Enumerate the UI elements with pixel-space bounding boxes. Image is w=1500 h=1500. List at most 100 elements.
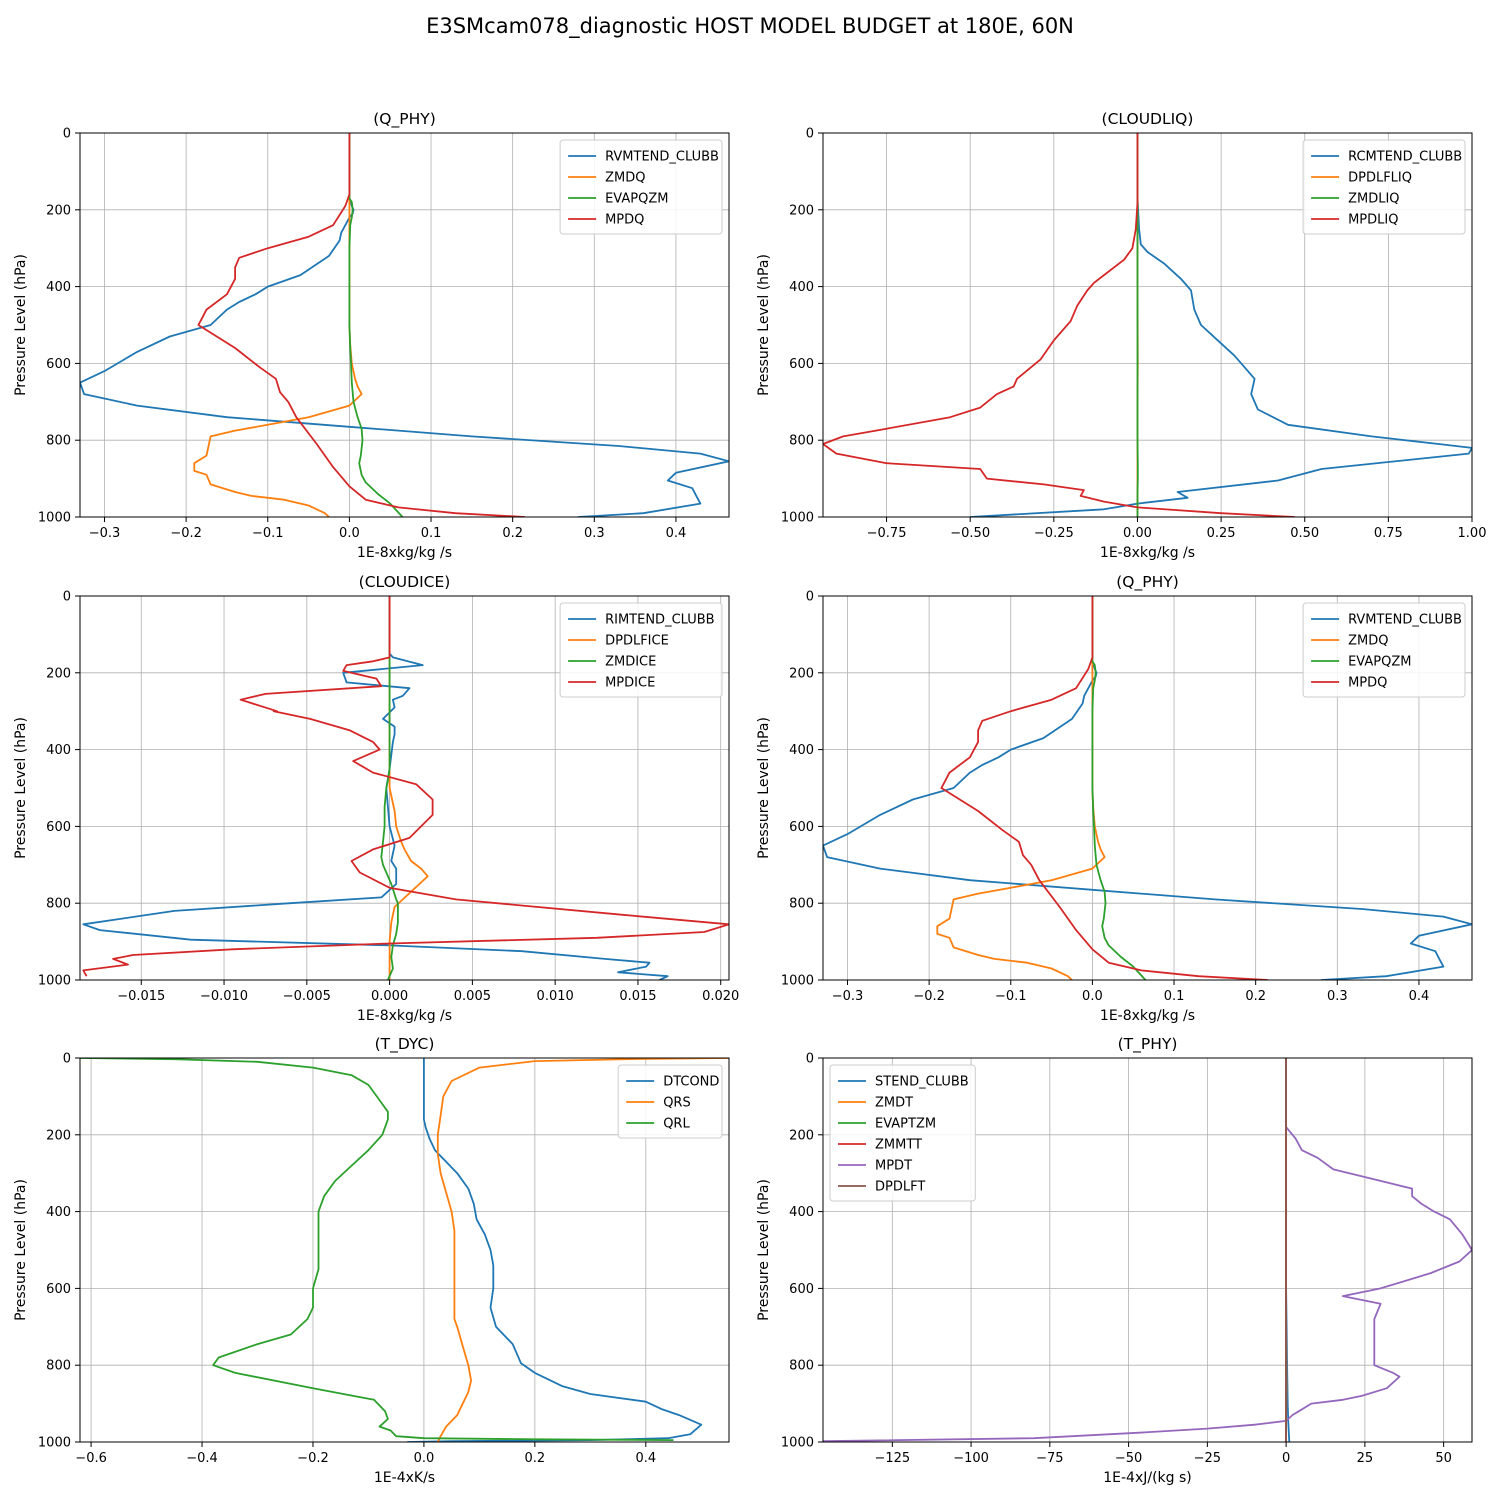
- x-tick-label: 0.015: [619, 989, 656, 1004]
- x-tick-label: −0.015: [117, 989, 165, 1004]
- legend-label: EVAPQZM: [605, 192, 668, 207]
- legend: RCMTEND_CLUBB DPDLFLIQ ZMDLIQ MPDLIQ: [1302, 139, 1466, 235]
- x-tick-label: 0.0: [339, 526, 360, 541]
- legend-label: ZMDQ: [1348, 634, 1388, 649]
- legend-label: RCMTEND_CLUBB: [1348, 150, 1462, 165]
- series-line-rvmtend_clubb: [80, 133, 729, 517]
- legend-label: DTCOND: [663, 1075, 719, 1090]
- x-tick-label: 0.75: [1374, 526, 1403, 541]
- x-tick-label: −0.6: [75, 1451, 107, 1466]
- y-tick-label: 1000: [781, 974, 814, 989]
- legend: RIMTEND_CLUBB DPDLFICE ZMDICE MPDICE: [559, 602, 723, 698]
- chart-title: (CLOUDICE): [359, 573, 451, 591]
- x-axis-label: 1E-8xkg/kg /s: [357, 1008, 452, 1024]
- x-tick-label: 0.25: [1207, 526, 1236, 541]
- y-tick-label: 1000: [781, 511, 814, 526]
- legend-label: MPDICE: [605, 676, 655, 691]
- series-line-mpdliq: [823, 133, 1295, 517]
- chart-panel-2: −0.75 −0.50 −0.25 0.00 0.25 0.50 0.75 1.00 0 200 4…: [756, 110, 1486, 561]
- y-tick-label: 200: [46, 1128, 71, 1143]
- chart-panel-5: −0.6 −0.4 −0.2 0.0 0.2 0.4 0 200 400 600 800 1000 (T…: [13, 1035, 730, 1486]
- x-tick-label: −50: [1115, 1451, 1142, 1466]
- series-line-evapqzm: [1091, 596, 1147, 980]
- series-line-dtcond: [407, 1058, 703, 1442]
- y-tick-label: 800: [789, 434, 814, 449]
- legend-label: ZMDICE: [605, 655, 656, 670]
- x-axis-label: 1E-4xK/s: [374, 1470, 435, 1486]
- legend-label: RIMTEND_CLUBB: [605, 613, 715, 628]
- x-axis-label: 1E-8xkg/kg /s: [1100, 545, 1195, 561]
- legend-label: RVMTEND_CLUBB: [1348, 613, 1462, 628]
- chart-title: (Q_PHY): [373, 110, 436, 129]
- x-tick-label: −0.1: [995, 989, 1027, 1004]
- y-tick-label: 200: [789, 666, 814, 681]
- y-axis-label: Pressure Level (hPa): [13, 717, 29, 859]
- x-axis-label: 1E-4xJ/(kg s): [1103, 1470, 1192, 1486]
- x-tick-label: −0.3: [832, 989, 864, 1004]
- y-tick-label: 1000: [38, 974, 71, 989]
- legend-label: EVAPQZM: [1348, 655, 1411, 670]
- y-tick-label: 800: [46, 434, 71, 449]
- series-line-zmdq: [193, 133, 363, 517]
- chart-panel-3: −0.015 −0.010 −0.005 0.000 0.005 0.010 0.015 0.…: [13, 573, 739, 1024]
- chart-title: (CLOUDLIQ): [1102, 110, 1194, 128]
- legend-label: MPDQ: [1348, 676, 1387, 691]
- y-tick-label: 600: [46, 1282, 71, 1297]
- y-tick-label: 1000: [38, 511, 71, 526]
- y-axis-label: Pressure Level (hPa): [756, 254, 772, 396]
- legend-label: ZMDLIQ: [1348, 192, 1399, 207]
- y-tick-label: 200: [789, 203, 814, 218]
- legend-label: QRL: [663, 1117, 690, 1132]
- x-tick-label: 0.3: [584, 526, 605, 541]
- legend-box: [829, 1064, 976, 1202]
- y-tick-label: 600: [46, 820, 71, 835]
- series-line-dpdlfice: [388, 596, 429, 980]
- x-tick-label: 50: [1435, 1451, 1452, 1466]
- y-tick-label: 1000: [781, 1436, 814, 1451]
- series-line-qrs: [436, 1058, 729, 1442]
- series-line-mpdice: [82, 596, 729, 977]
- x-tick-label: 0.4: [666, 526, 687, 541]
- legend: RVMTEND_CLUBB ZMDQ EVAPQZM MPDQ: [559, 139, 723, 235]
- legend: RVMTEND_CLUBB ZMDQ EVAPQZM MPDQ: [1302, 602, 1466, 698]
- y-tick-label: 0: [63, 127, 71, 142]
- chart-panel-4: −0.3 −0.2 −0.1 0.0 0.1 0.2 0.3 0.4 0 200 400 600 800…: [756, 573, 1473, 1024]
- legend-box: [559, 139, 723, 235]
- axes-frame: [822, 1057, 1473, 1443]
- x-tick-label: 0.010: [537, 989, 574, 1004]
- chart-title: (T_DYC): [375, 1035, 435, 1054]
- y-tick-label: 400: [46, 280, 71, 295]
- x-tick-label: 0.2: [525, 1451, 546, 1466]
- series-line-mpdq: [940, 596, 1268, 980]
- x-tick-label: 25: [1357, 1451, 1374, 1466]
- y-tick-label: 800: [789, 897, 814, 912]
- legend-box: [1302, 139, 1466, 235]
- series-line-rvmtend_clubb: [823, 596, 1472, 980]
- axes-frame: [79, 132, 730, 518]
- x-tick-label: 0.2: [1245, 989, 1266, 1004]
- series-line-mpdq: [197, 133, 525, 517]
- y-tick-label: 1000: [38, 1436, 71, 1451]
- y-tick-label: 600: [789, 820, 814, 835]
- legend: STEND_CLUBB ZMDT EVAPTZM ZMMTT MPDT DPDLFT: [829, 1064, 976, 1202]
- x-tick-label: 0.000: [371, 989, 408, 1004]
- y-tick-label: 0: [806, 590, 814, 605]
- legend-label: MPDT: [875, 1159, 912, 1174]
- legend-label: QRS: [663, 1096, 691, 1111]
- legend-label: ZMDQ: [605, 171, 645, 186]
- x-tick-label: 0.020: [702, 989, 739, 1004]
- x-tick-label: −75: [1036, 1451, 1063, 1466]
- legend-label: MPDLIQ: [1348, 213, 1398, 228]
- legend-label: MPDQ: [605, 213, 644, 228]
- y-tick-label: 400: [789, 280, 814, 295]
- chart-panel-6: −125 −100 −75 −50 −25 0 25 50 0 200 400 600 800 1000 (…: [756, 1035, 1473, 1486]
- y-tick-label: 800: [46, 897, 71, 912]
- y-axis-label: Pressure Level (hPa): [13, 254, 29, 396]
- legend-label: ZMDT: [875, 1096, 913, 1111]
- y-tick-label: 0: [63, 590, 71, 605]
- axes-frame: [822, 132, 1473, 518]
- legend-label: DPDLFICE: [605, 634, 669, 649]
- x-tick-label: −100: [953, 1451, 989, 1466]
- legend-box: [559, 602, 723, 698]
